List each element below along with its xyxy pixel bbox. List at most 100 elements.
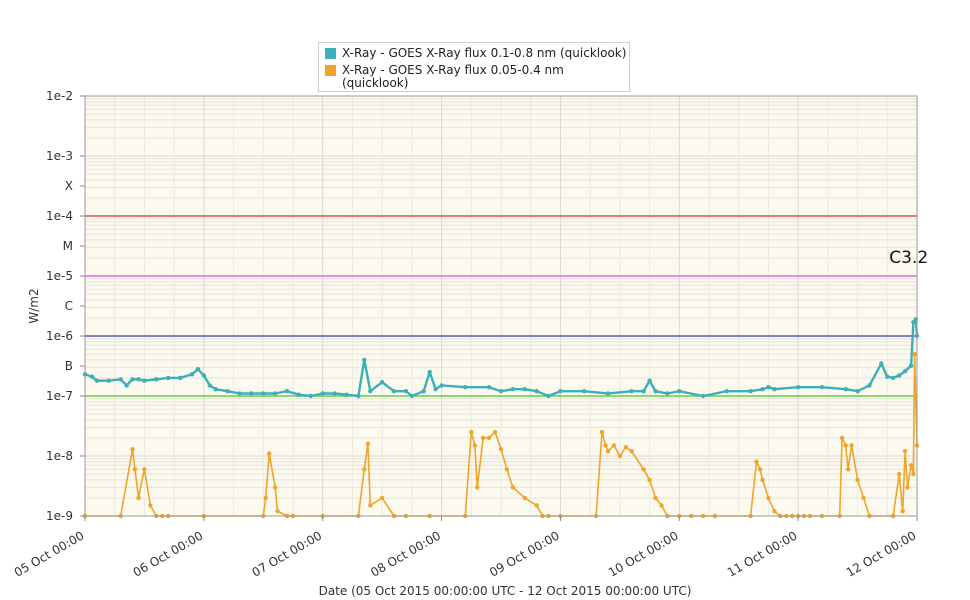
y-tick-label: M	[63, 239, 73, 253]
data-point	[510, 485, 516, 490]
data-point	[136, 495, 141, 501]
data-point	[344, 392, 349, 397]
data-point	[855, 477, 860, 483]
data-point	[665, 391, 670, 396]
data-point	[148, 503, 153, 508]
data-point	[700, 393, 706, 399]
data-point	[766, 385, 771, 390]
flare-annotation: C3.2	[889, 248, 928, 268]
x-tick-label: 08 Oct 00:00	[368, 528, 443, 579]
data-point	[475, 485, 480, 490]
x-axis-ticks: 05 Oct 00:00 06 Oct 00:00 07 Oct 00:00 08 O…	[12, 516, 919, 580]
data-point	[177, 375, 183, 381]
legend-label: X-Ray - GOES X-Ray flux 0.1-0.8 nm (quic…	[342, 46, 627, 60]
data-point	[261, 391, 266, 396]
data-point	[368, 503, 373, 508]
data-point	[284, 389, 290, 394]
x-tick-label: 05 Oct 00:00	[12, 528, 87, 579]
data-point	[897, 373, 902, 378]
data-point	[766, 495, 771, 501]
data-point	[433, 387, 438, 392]
data-point	[207, 383, 212, 388]
data-point	[724, 389, 729, 394]
data-point	[132, 467, 138, 472]
data-point	[498, 447, 504, 452]
y-axis-title: W/m2	[27, 288, 41, 323]
data-point	[142, 378, 147, 383]
data-point	[617, 453, 623, 459]
x-tick-label: 11 Oct 00:00	[725, 528, 800, 579]
y-tick-label: C	[65, 299, 73, 313]
legend-item-short-band[interactable]: X-Ray - GOES X-Ray flux 0.05-0.4 nm (qui…	[325, 64, 628, 90]
data-point	[136, 377, 141, 382]
data-point	[760, 387, 765, 392]
data-point	[142, 467, 147, 472]
data-point	[492, 429, 498, 435]
data-point	[154, 377, 159, 382]
data-point	[166, 375, 171, 381]
data-point	[843, 387, 848, 392]
data-point	[891, 375, 896, 381]
data-point	[421, 389, 426, 394]
data-point	[379, 380, 385, 385]
data-point	[522, 387, 527, 392]
y-tick-label: 1e-8	[46, 449, 73, 463]
y-tick-label: 1e-2	[46, 89, 73, 103]
data-point	[189, 372, 195, 377]
data-point	[273, 485, 278, 490]
data-point	[481, 435, 486, 441]
data-point	[89, 374, 95, 379]
data-point	[879, 361, 884, 366]
data-point	[653, 389, 658, 394]
data-point	[902, 368, 908, 374]
y-tick-label: X	[65, 179, 73, 193]
legend-label: X-Ray - GOES X-Ray flux 0.05-0.4 nm (qui…	[342, 63, 564, 90]
data-point	[772, 387, 777, 392]
y-tick-label: 1e-3	[46, 149, 73, 163]
legend-item-long-band[interactable]: X-Ray - GOES X-Ray flux 0.1-0.8 nm (quic…	[325, 47, 628, 60]
data-point	[757, 467, 763, 472]
data-point	[409, 393, 415, 399]
data-point	[897, 471, 902, 477]
data-point	[332, 391, 337, 396]
data-point	[362, 357, 367, 363]
data-point	[605, 449, 611, 454]
x-axis-title: Date (05 Oct 2015 00:00:00 UTC - 12 Oct …	[319, 584, 692, 598]
data-point	[403, 389, 409, 394]
data-point	[849, 443, 854, 448]
data-point	[498, 389, 504, 394]
data-point	[365, 441, 371, 446]
data-point	[267, 451, 272, 456]
data-point	[130, 377, 135, 382]
data-point	[249, 391, 254, 396]
data-point	[653, 495, 658, 501]
data-point	[912, 351, 917, 357]
data-point	[605, 391, 611, 396]
data-point	[659, 503, 664, 508]
data-point	[534, 503, 539, 508]
data-point	[845, 467, 851, 472]
data-point	[748, 389, 753, 394]
data-point	[486, 435, 492, 441]
flare-class-thresholds	[85, 215, 917, 397]
data-point	[603, 443, 608, 448]
legend-swatch-orange	[325, 65, 336, 76]
data-point	[534, 389, 539, 394]
data-point	[118, 377, 123, 382]
data-point	[908, 463, 914, 468]
data-point	[795, 385, 801, 390]
data-point	[855, 389, 860, 394]
data-point	[677, 389, 682, 394]
data-point	[237, 391, 242, 396]
data-point	[905, 485, 910, 490]
data-point	[379, 495, 385, 501]
data-point	[427, 369, 432, 375]
data-point	[213, 387, 218, 392]
data-point	[641, 467, 646, 472]
data-point	[439, 383, 444, 388]
data-point	[641, 389, 646, 394]
data-point	[647, 378, 652, 383]
x-tick-label: 09 Oct 00:00	[487, 528, 562, 579]
x-tick-label: 10 Oct 00:00	[606, 528, 681, 579]
